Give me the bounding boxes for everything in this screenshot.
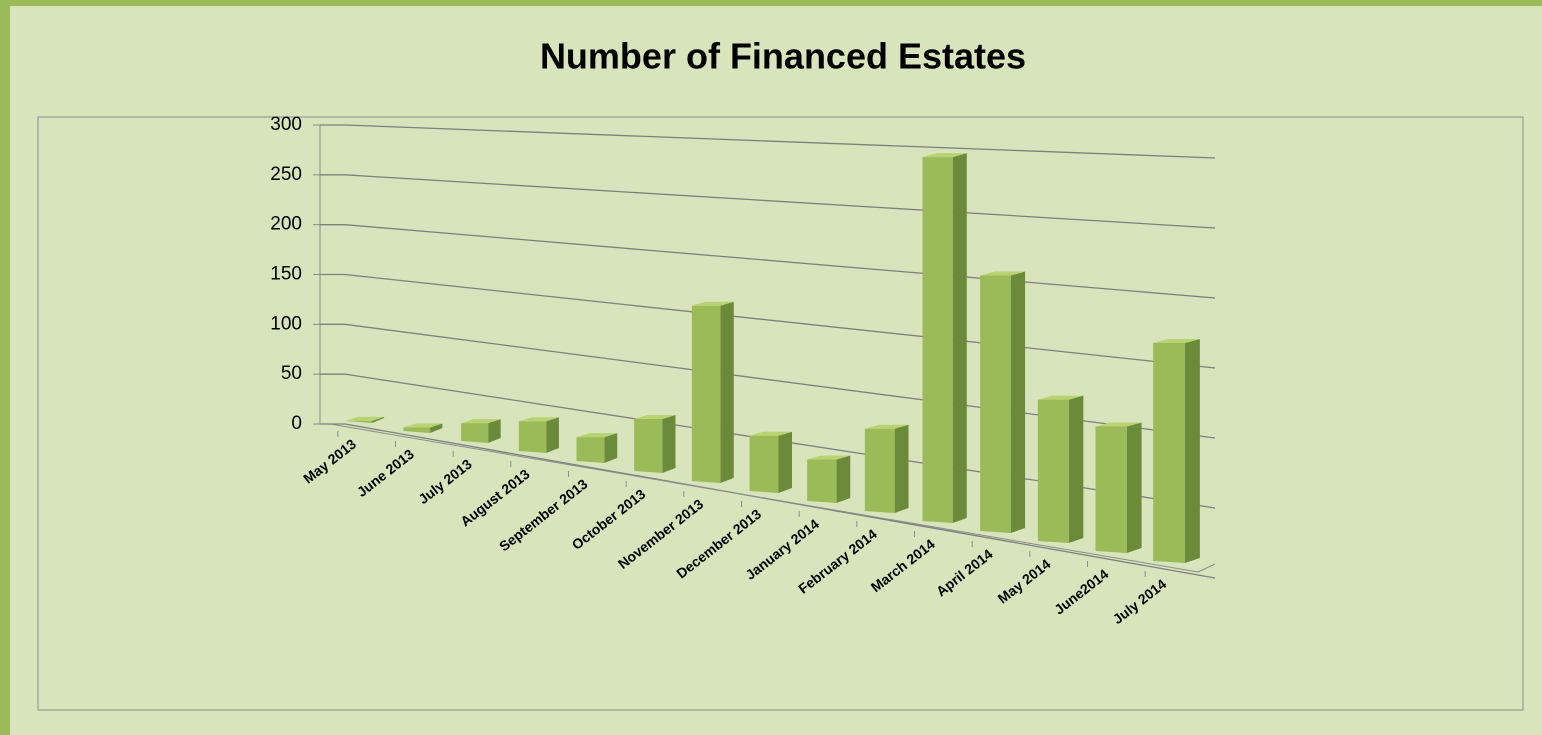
bar-top xyxy=(864,424,909,429)
bar-top xyxy=(634,415,676,420)
grid-line xyxy=(320,124,1216,159)
bar-side xyxy=(488,419,501,443)
y-tick-label: 300 xyxy=(270,114,302,135)
bar xyxy=(1095,426,1127,553)
bar-side xyxy=(952,153,967,523)
bar-side xyxy=(894,424,909,513)
bar-side xyxy=(1010,271,1026,533)
chart: Number of Financed Estates 0 50 100 150 200 2… xyxy=(10,6,1542,735)
bar-top xyxy=(1095,422,1142,427)
bar-top xyxy=(518,417,559,422)
bar-side xyxy=(430,423,443,433)
bar xyxy=(576,437,605,463)
bar-side xyxy=(836,455,851,503)
bar xyxy=(749,435,779,493)
bar-top xyxy=(922,153,967,158)
bar-top xyxy=(1153,339,1200,344)
bar xyxy=(807,459,837,503)
bar-top xyxy=(576,433,618,438)
bar-side xyxy=(1126,422,1142,553)
bar-top xyxy=(403,423,443,428)
bar xyxy=(864,428,895,513)
bar-side xyxy=(720,301,734,483)
floor-edge xyxy=(329,423,1199,573)
bar-side xyxy=(778,431,792,493)
bar-side xyxy=(1184,339,1200,563)
bar xyxy=(518,421,547,453)
bar xyxy=(691,305,721,483)
bar-top xyxy=(345,416,385,421)
y-tick-label: 0 xyxy=(291,413,302,434)
bar xyxy=(1037,399,1069,543)
bar-top xyxy=(691,301,734,306)
y-tick-label: 100 xyxy=(270,313,302,334)
bar xyxy=(461,423,489,443)
bar-side xyxy=(662,415,676,473)
bar-top xyxy=(980,271,1026,276)
bar xyxy=(980,275,1011,533)
grid-line xyxy=(320,423,1216,579)
bar-top xyxy=(807,455,851,460)
bar-side xyxy=(604,433,618,463)
bar xyxy=(403,427,431,433)
y-tick-label: 150 xyxy=(270,264,302,285)
bar-top xyxy=(749,431,792,436)
floor-edge xyxy=(1197,563,1216,573)
bar xyxy=(1153,343,1185,563)
bar-side xyxy=(372,416,385,423)
background xyxy=(10,6,1542,735)
bar-side xyxy=(1068,395,1084,543)
y-tick-label: 50 xyxy=(281,363,302,384)
bar xyxy=(922,157,953,523)
plot-area xyxy=(37,116,1524,711)
bar xyxy=(634,419,663,473)
y-tick-label: 200 xyxy=(270,214,302,235)
bar-side xyxy=(546,417,559,453)
bar xyxy=(345,420,373,423)
y-tick-label: 250 xyxy=(270,164,302,185)
bar-top xyxy=(1037,395,1084,400)
bar-top xyxy=(461,419,501,424)
chart-title: Number of Financed Estates xyxy=(540,36,1026,77)
